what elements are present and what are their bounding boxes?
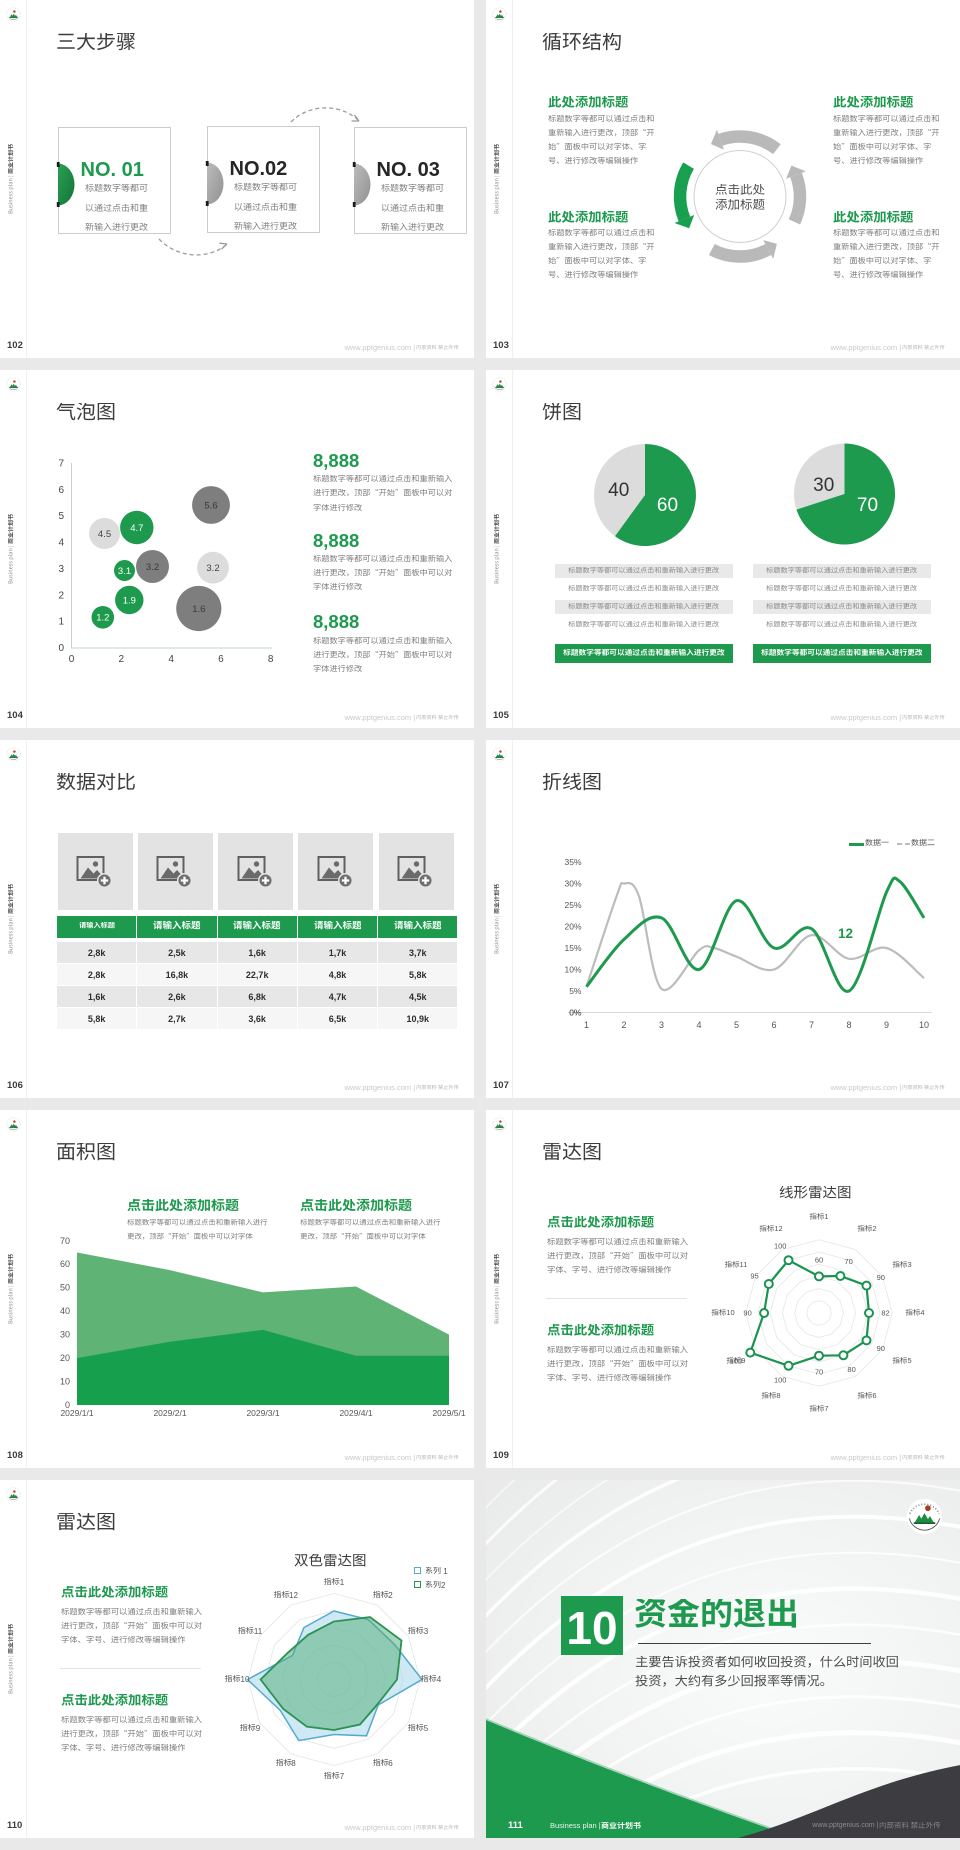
svg-text:90: 90 (743, 1309, 751, 1318)
svg-text:20: 20 (60, 1353, 70, 1363)
svg-text:0: 0 (69, 654, 75, 665)
svg-text:35%: 35% (564, 857, 581, 867)
svg-text:10%: 10% (564, 965, 581, 975)
svg-text:3.2: 3.2 (146, 562, 159, 573)
svg-text:40: 40 (608, 480, 629, 501)
svg-text:4: 4 (168, 654, 174, 665)
svg-text:5%: 5% (569, 986, 582, 996)
svg-text:15%: 15% (564, 943, 581, 953)
svg-text:1: 1 (584, 1020, 589, 1030)
svg-text:100: 100 (730, 1356, 743, 1365)
svg-text:30%: 30% (564, 879, 581, 889)
svg-text:1.9: 1.9 (123, 595, 136, 606)
svg-text:2: 2 (58, 590, 64, 601)
svg-text:3.1: 3.1 (118, 566, 131, 577)
svg-text:3.2: 3.2 (206, 563, 219, 574)
svg-text:10: 10 (919, 1020, 929, 1030)
svg-text:60: 60 (815, 1255, 823, 1264)
svg-text:0%: 0% (569, 1008, 582, 1018)
svg-text:70: 70 (857, 495, 878, 516)
svg-text:4: 4 (58, 538, 64, 549)
svg-text:1.6: 1.6 (192, 604, 205, 615)
svg-text:100: 100 (774, 1376, 787, 1385)
svg-text:70: 70 (60, 1236, 70, 1246)
svg-text:70: 70 (844, 1257, 852, 1266)
svg-text:40: 40 (60, 1306, 70, 1316)
svg-text:80: 80 (847, 1365, 855, 1374)
svg-text:60: 60 (657, 495, 678, 516)
svg-text:12: 12 (838, 926, 853, 941)
svg-text:6: 6 (771, 1020, 776, 1030)
svg-text:5: 5 (58, 511, 64, 522)
svg-text:0: 0 (65, 1400, 70, 1410)
svg-text:5: 5 (734, 1020, 739, 1030)
svg-text:10: 10 (60, 1377, 70, 1387)
svg-text:30: 30 (813, 475, 834, 496)
svg-text:25%: 25% (564, 900, 581, 910)
svg-text:2: 2 (621, 1020, 626, 1030)
svg-text:0: 0 (58, 643, 64, 654)
svg-text:3: 3 (659, 1020, 664, 1030)
svg-text:2029/3/1: 2029/3/1 (246, 1408, 279, 1418)
svg-text:7: 7 (58, 459, 64, 470)
svg-text:95: 95 (750, 1271, 758, 1280)
svg-text:30: 30 (60, 1330, 70, 1340)
svg-text:5.6: 5.6 (204, 500, 217, 511)
svg-text:2029/5/1: 2029/5/1 (432, 1408, 465, 1418)
svg-text:100: 100 (774, 1241, 787, 1250)
svg-text:82: 82 (881, 1309, 889, 1318)
svg-text:2: 2 (119, 654, 125, 665)
svg-text:4.7: 4.7 (130, 523, 143, 534)
svg-text:3: 3 (58, 564, 64, 575)
svg-text:2029/2/1: 2029/2/1 (153, 1408, 186, 1418)
svg-text:50: 50 (60, 1283, 70, 1293)
svg-text:70: 70 (815, 1368, 823, 1377)
svg-text:90: 90 (877, 1344, 885, 1353)
svg-text:90: 90 (877, 1273, 885, 1282)
svg-text:8: 8 (268, 654, 274, 665)
svg-text:0%: 0% (569, 1008, 582, 1018)
svg-text:1: 1 (58, 617, 64, 628)
svg-text:7: 7 (809, 1020, 814, 1030)
svg-text:6: 6 (218, 654, 224, 665)
svg-text:1.2: 1.2 (96, 613, 109, 624)
svg-text:4.5: 4.5 (98, 529, 111, 540)
svg-text:8: 8 (846, 1020, 851, 1030)
svg-text:2029/4/1: 2029/4/1 (339, 1408, 372, 1418)
svg-text:20%: 20% (564, 922, 581, 932)
svg-text:9: 9 (884, 1020, 889, 1030)
svg-text:6: 6 (58, 485, 64, 496)
svg-text:2029/1/1: 2029/1/1 (60, 1408, 93, 1418)
svg-text:60: 60 (60, 1259, 70, 1269)
svg-text:4: 4 (696, 1020, 701, 1030)
